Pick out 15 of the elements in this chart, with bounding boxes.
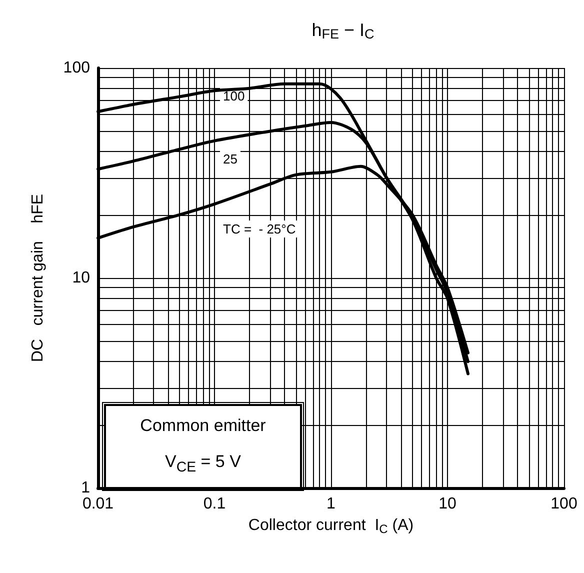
- x-tick-label: 10: [438, 496, 456, 512]
- x-tick-label: 1: [326, 496, 336, 512]
- y-tick-label: 100: [63, 60, 90, 76]
- x-tick-label: 0.1: [203, 496, 226, 512]
- annotation: 100: [223, 88, 245, 104]
- y-tick-label: 10: [72, 270, 90, 286]
- y-axis-title: DC current gain hFE: [30, 194, 46, 362]
- note-box: Common emitter V$_{CE}$ = 5 V: [104, 404, 302, 490]
- y-tick-label: 1: [81, 480, 90, 496]
- x-tick-label: 0.01: [82, 496, 114, 512]
- x-tick-label: 100: [550, 496, 578, 512]
- annotation: Common emitter: [139, 415, 267, 437]
- annotation: V$_{CE}$ = 5 V: [164, 451, 242, 478]
- annotation: 25: [223, 152, 238, 166]
- annotation: TC = - 25°C: [223, 222, 296, 236]
